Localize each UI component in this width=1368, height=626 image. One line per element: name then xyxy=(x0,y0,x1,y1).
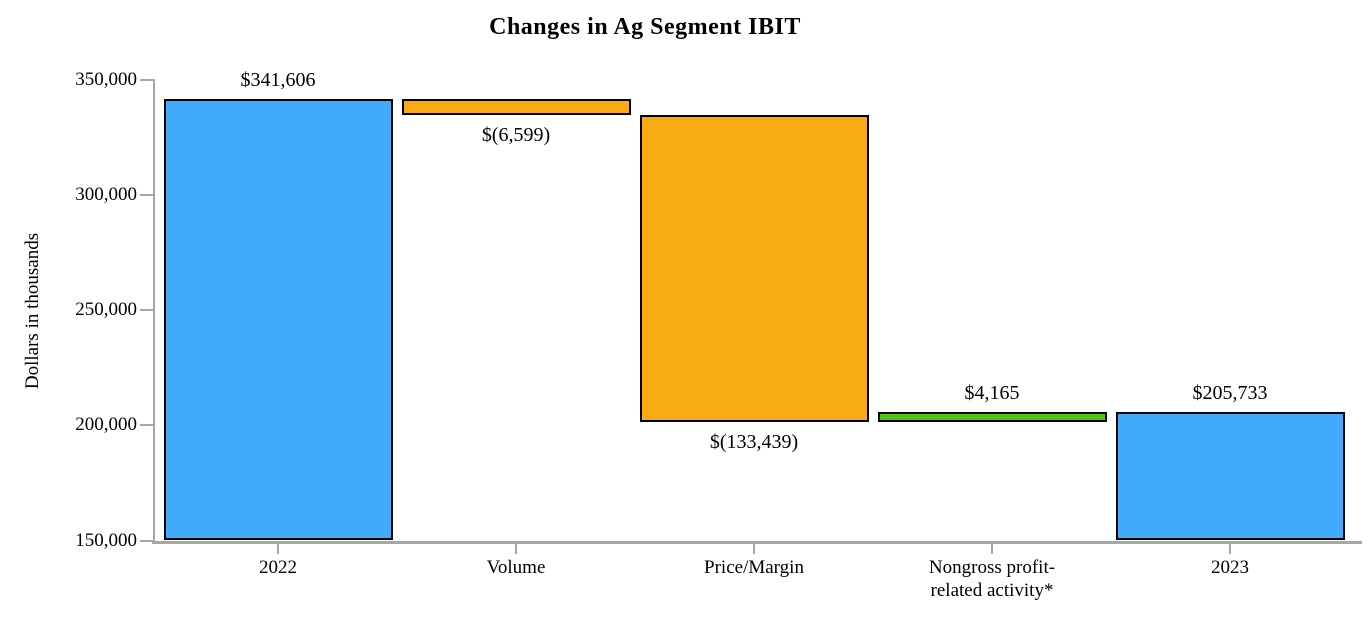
x-axis-line xyxy=(152,540,1362,544)
y-axis-tick xyxy=(140,424,155,427)
bar-total xyxy=(1115,412,1345,541)
y-axis-tick-label: 150,000 xyxy=(75,529,137,551)
x-category-label: 2023 xyxy=(1110,556,1350,579)
y-axis-tick-label: 250,000 xyxy=(75,299,137,321)
x-category-label-line: related activity* xyxy=(930,580,1054,601)
bar-increase xyxy=(877,412,1107,422)
bar-value-label: $205,733 xyxy=(1192,382,1268,405)
y-axis-tick-label: 200,000 xyxy=(75,414,137,436)
x-category-label-line: Volume xyxy=(486,557,546,578)
y-axis-title: Dollars in thousands xyxy=(22,232,43,390)
y-axis-line xyxy=(153,80,155,543)
x-category-label-line: 2022 xyxy=(259,557,297,578)
bar-value-label: $(6,599) xyxy=(481,123,551,146)
y-axis-tick-label: 300,000 xyxy=(75,184,137,206)
x-axis-tick xyxy=(515,542,517,554)
bar-total xyxy=(163,99,393,541)
y-axis-tick xyxy=(140,194,155,197)
bar-value-label: $(133,439) xyxy=(709,430,799,453)
y-axis-tick xyxy=(140,539,155,542)
x-axis-tick xyxy=(277,542,279,554)
x-category-label: Volume xyxy=(396,556,636,579)
bar-decrease xyxy=(401,99,631,115)
bar-decrease xyxy=(639,114,869,422)
bar-value-label: $4,165 xyxy=(964,382,1020,405)
x-axis-tick xyxy=(753,542,755,554)
x-category-label: 2022 xyxy=(158,556,398,579)
x-axis-tick xyxy=(991,542,993,554)
x-axis-tick xyxy=(1229,542,1231,554)
y-axis-tick xyxy=(140,309,155,312)
chart-title: Changes in Ag Segment IBIT xyxy=(489,14,801,40)
x-category-label-line: Price/Margin xyxy=(704,557,804,578)
x-category-label-line: 2023 xyxy=(1211,557,1249,578)
x-category-label: Nongross profit-related activity* xyxy=(872,556,1112,602)
y-axis-tick xyxy=(140,79,155,81)
x-category-label-line: Nongross profit- xyxy=(928,557,1056,578)
x-category-label: Price/Margin xyxy=(634,556,874,579)
bar-value-label: $341,606 xyxy=(240,69,316,92)
y-axis-tick-label: 350,000 xyxy=(75,69,137,90)
